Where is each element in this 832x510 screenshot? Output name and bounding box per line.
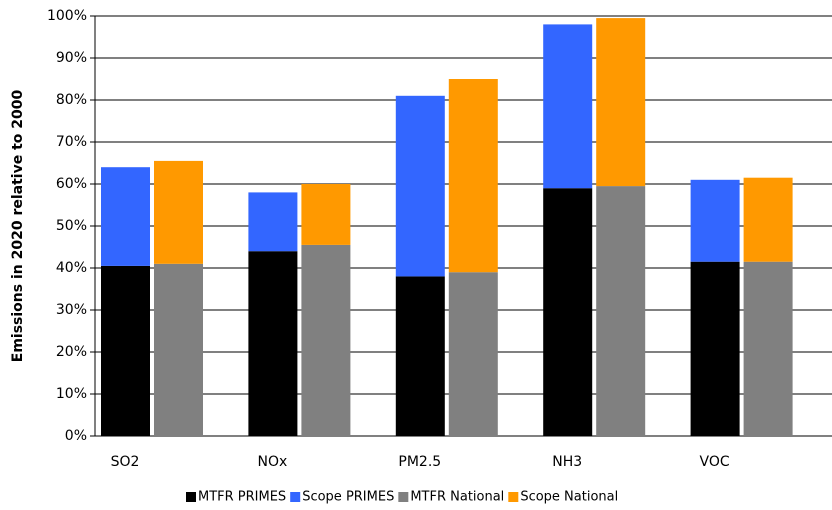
legend-swatch — [508, 492, 519, 502]
bar-segment — [101, 265, 150, 436]
y-tick-label: 100% — [47, 8, 87, 24]
bar-segment — [596, 186, 646, 436]
y-tick-label: 70% — [56, 134, 87, 150]
y-tick-label: 50% — [56, 218, 87, 234]
x-tick-label: PM2.5 — [398, 454, 441, 470]
bar-segment — [596, 18, 646, 187]
y-tick-label: 30% — [56, 302, 87, 318]
y-tick-label: 20% — [56, 344, 87, 360]
bar-segment — [743, 177, 793, 262]
x-tick-label: NOx — [258, 454, 288, 470]
bar-segment — [448, 272, 498, 436]
bar-segment — [248, 192, 298, 252]
y-tick-label: 40% — [56, 260, 87, 276]
bar-segment — [248, 251, 298, 436]
legend-swatch — [290, 492, 301, 502]
y-tick-label: 90% — [56, 50, 87, 66]
bar-segment — [101, 167, 150, 266]
bar-segment — [154, 263, 203, 436]
bar-segment — [395, 95, 445, 277]
legend-swatch — [398, 492, 409, 502]
bar-segment — [395, 276, 445, 436]
bar-segment — [448, 79, 498, 273]
bar-segment — [154, 160, 203, 264]
bar-segment — [743, 261, 793, 436]
bar-segment — [301, 184, 351, 245]
bar-segment — [543, 24, 593, 189]
legend-label: Scope National — [520, 490, 618, 505]
legend-label: MTFR National — [410, 490, 504, 505]
x-tick-label: VOC — [700, 454, 730, 470]
bar-segment — [690, 179, 740, 262]
x-tick-label: NH3 — [552, 454, 582, 470]
bar-segment — [301, 244, 351, 436]
legend-swatch — [186, 492, 196, 502]
y-tick-label: 60% — [56, 176, 87, 192]
bar-segment — [690, 261, 740, 436]
y-axis-title: Emissions in 2020 relative to 2000 — [10, 90, 26, 363]
x-tick-label: SO2 — [111, 454, 140, 470]
bar-segment — [543, 188, 593, 436]
legend-label: MTFR PRIMES — [198, 490, 286, 505]
y-tick-label: 10% — [56, 386, 87, 402]
y-tick-label: 0% — [65, 428, 87, 444]
legend-label: Scope PRIMES — [302, 490, 394, 505]
y-tick-label: 80% — [56, 92, 87, 108]
